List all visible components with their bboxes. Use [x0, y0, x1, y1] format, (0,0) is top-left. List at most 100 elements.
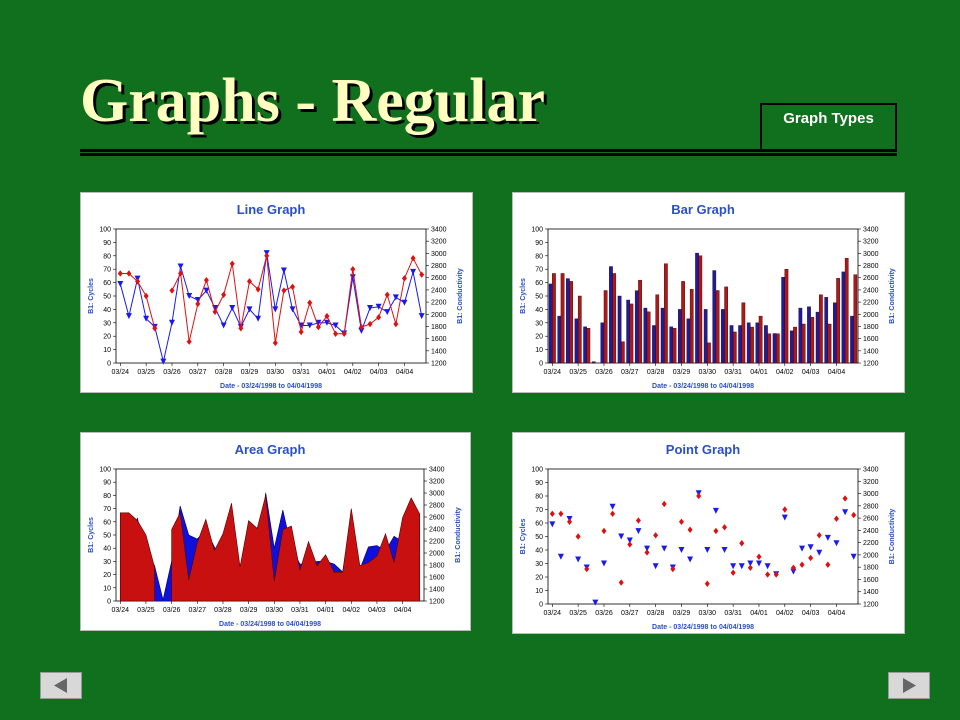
graph-types-button[interactable]: Graph Types	[760, 103, 897, 151]
bar	[824, 297, 829, 364]
point-marker	[755, 560, 762, 567]
chart-panel: Area Graph Date - 03/24/1998 to 04/04/199…	[80, 432, 471, 631]
bar	[552, 273, 556, 364]
point-marker	[332, 322, 339, 329]
x-tick-label: 03/29	[673, 610, 691, 617]
point-marker	[289, 306, 296, 313]
y-tick-label: 100	[99, 227, 111, 234]
y2-tick-label: 1600	[863, 577, 879, 584]
bar	[853, 274, 858, 364]
point-marker	[238, 325, 244, 332]
y-tick-label: 80	[535, 253, 543, 260]
y2-tick-label: 1200	[863, 361, 879, 368]
bar	[764, 325, 768, 364]
bar	[767, 333, 772, 364]
x-tick-label: 03/28	[214, 607, 232, 614]
prev-button[interactable]	[40, 672, 82, 699]
point-marker	[670, 565, 676, 573]
y-axis-title: B1: Cycles	[88, 278, 95, 314]
y-tick-label: 60	[103, 280, 111, 287]
x-tick-label: 03/29	[241, 369, 259, 376]
y2-tick-label: 1800	[431, 324, 447, 331]
bar	[703, 309, 708, 364]
x-tick-label: 04/02	[344, 369, 362, 376]
bar	[841, 271, 846, 364]
chart-title: Point Graph	[666, 442, 740, 457]
x-axis-title: Date - 03/24/1998 to 04/04/1998	[220, 383, 322, 390]
point-marker	[264, 252, 270, 259]
point-marker	[687, 526, 693, 533]
point-marker	[713, 527, 719, 535]
point-marker	[203, 276, 209, 284]
point-marker	[341, 330, 347, 337]
x-tick-label: 03/31	[724, 369, 742, 376]
y-tick-label: 0	[107, 361, 111, 368]
point-marker	[782, 506, 788, 513]
next-button[interactable]	[888, 672, 930, 699]
y-tick-label: 20	[103, 334, 111, 341]
bar	[655, 294, 660, 364]
point-marker	[143, 315, 150, 322]
x-tick-label: 04/04	[828, 610, 846, 617]
x-tick-label: 03/26	[163, 369, 181, 376]
y2-tick-label: 2800	[429, 503, 445, 510]
bar	[807, 306, 811, 364]
point-marker	[678, 518, 684, 525]
y-tick-label: 30	[535, 320, 543, 327]
point-marker	[833, 540, 840, 547]
bar	[712, 270, 717, 364]
y2-tick-label: 3400	[429, 467, 445, 474]
bar	[577, 295, 582, 364]
y2-tick-label: 1200	[863, 602, 879, 609]
x-tick-label: 03/29	[673, 369, 691, 376]
point-marker	[730, 569, 736, 576]
x-tick-label: 04/03	[802, 369, 820, 376]
point-marker	[610, 510, 616, 517]
point-marker	[833, 515, 839, 522]
bar	[689, 289, 694, 364]
y-tick-label: 10	[103, 347, 111, 354]
point-marker	[824, 534, 831, 541]
y-tick-label: 100	[531, 467, 543, 474]
y-tick-label: 40	[535, 548, 543, 555]
point-marker	[221, 291, 227, 298]
point-marker	[781, 514, 788, 521]
y2-tick-label: 3400	[863, 467, 879, 474]
x-axis-title: Date - 03/24/1998 to 04/04/1998	[652, 383, 754, 390]
chart-panel: Bar Graph Date - 03/24/1998 to 04/04/1998…	[512, 192, 905, 393]
point-marker	[306, 322, 313, 329]
bar	[677, 309, 682, 364]
point-marker	[419, 271, 425, 278]
point-marker	[152, 325, 158, 332]
y2-tick-label: 3000	[431, 251, 447, 258]
bar	[721, 309, 725, 364]
y2-tick-label: 2600	[431, 275, 447, 282]
x-tick-label: 03/25	[569, 369, 587, 376]
x-tick-label: 03/30	[267, 369, 285, 376]
y2-tick-label: 3200	[431, 239, 447, 246]
y2-tick-label: 3400	[863, 227, 879, 234]
x-tick-label: 03/24	[544, 610, 562, 617]
bar	[798, 307, 803, 364]
point-marker	[272, 339, 278, 347]
y-tick-label: 70	[103, 506, 111, 513]
y2-tick-label: 2800	[863, 263, 879, 270]
y2-tick-label: 1800	[863, 324, 879, 331]
point-marker	[229, 305, 236, 312]
x-tick-label: 03/29	[240, 607, 258, 614]
y-tick-label: 50	[535, 534, 543, 541]
point-marker	[712, 507, 719, 514]
point-marker	[168, 319, 175, 326]
point-marker	[549, 510, 555, 517]
point-marker	[747, 560, 754, 567]
y-axis-title: B1: Cycles	[520, 518, 527, 554]
bar	[566, 278, 570, 364]
y2-axis-title: B1: Conductivity	[455, 507, 462, 563]
x-tick-label: 03/30	[699, 610, 717, 617]
point-marker	[661, 500, 667, 508]
point-marker	[126, 270, 132, 277]
prev-icon	[54, 678, 67, 693]
chart: Line Graph Date - 03/24/1998 to 04/04/199…	[88, 202, 464, 390]
bar	[758, 315, 763, 364]
y2-tick-label: 1600	[431, 336, 447, 343]
